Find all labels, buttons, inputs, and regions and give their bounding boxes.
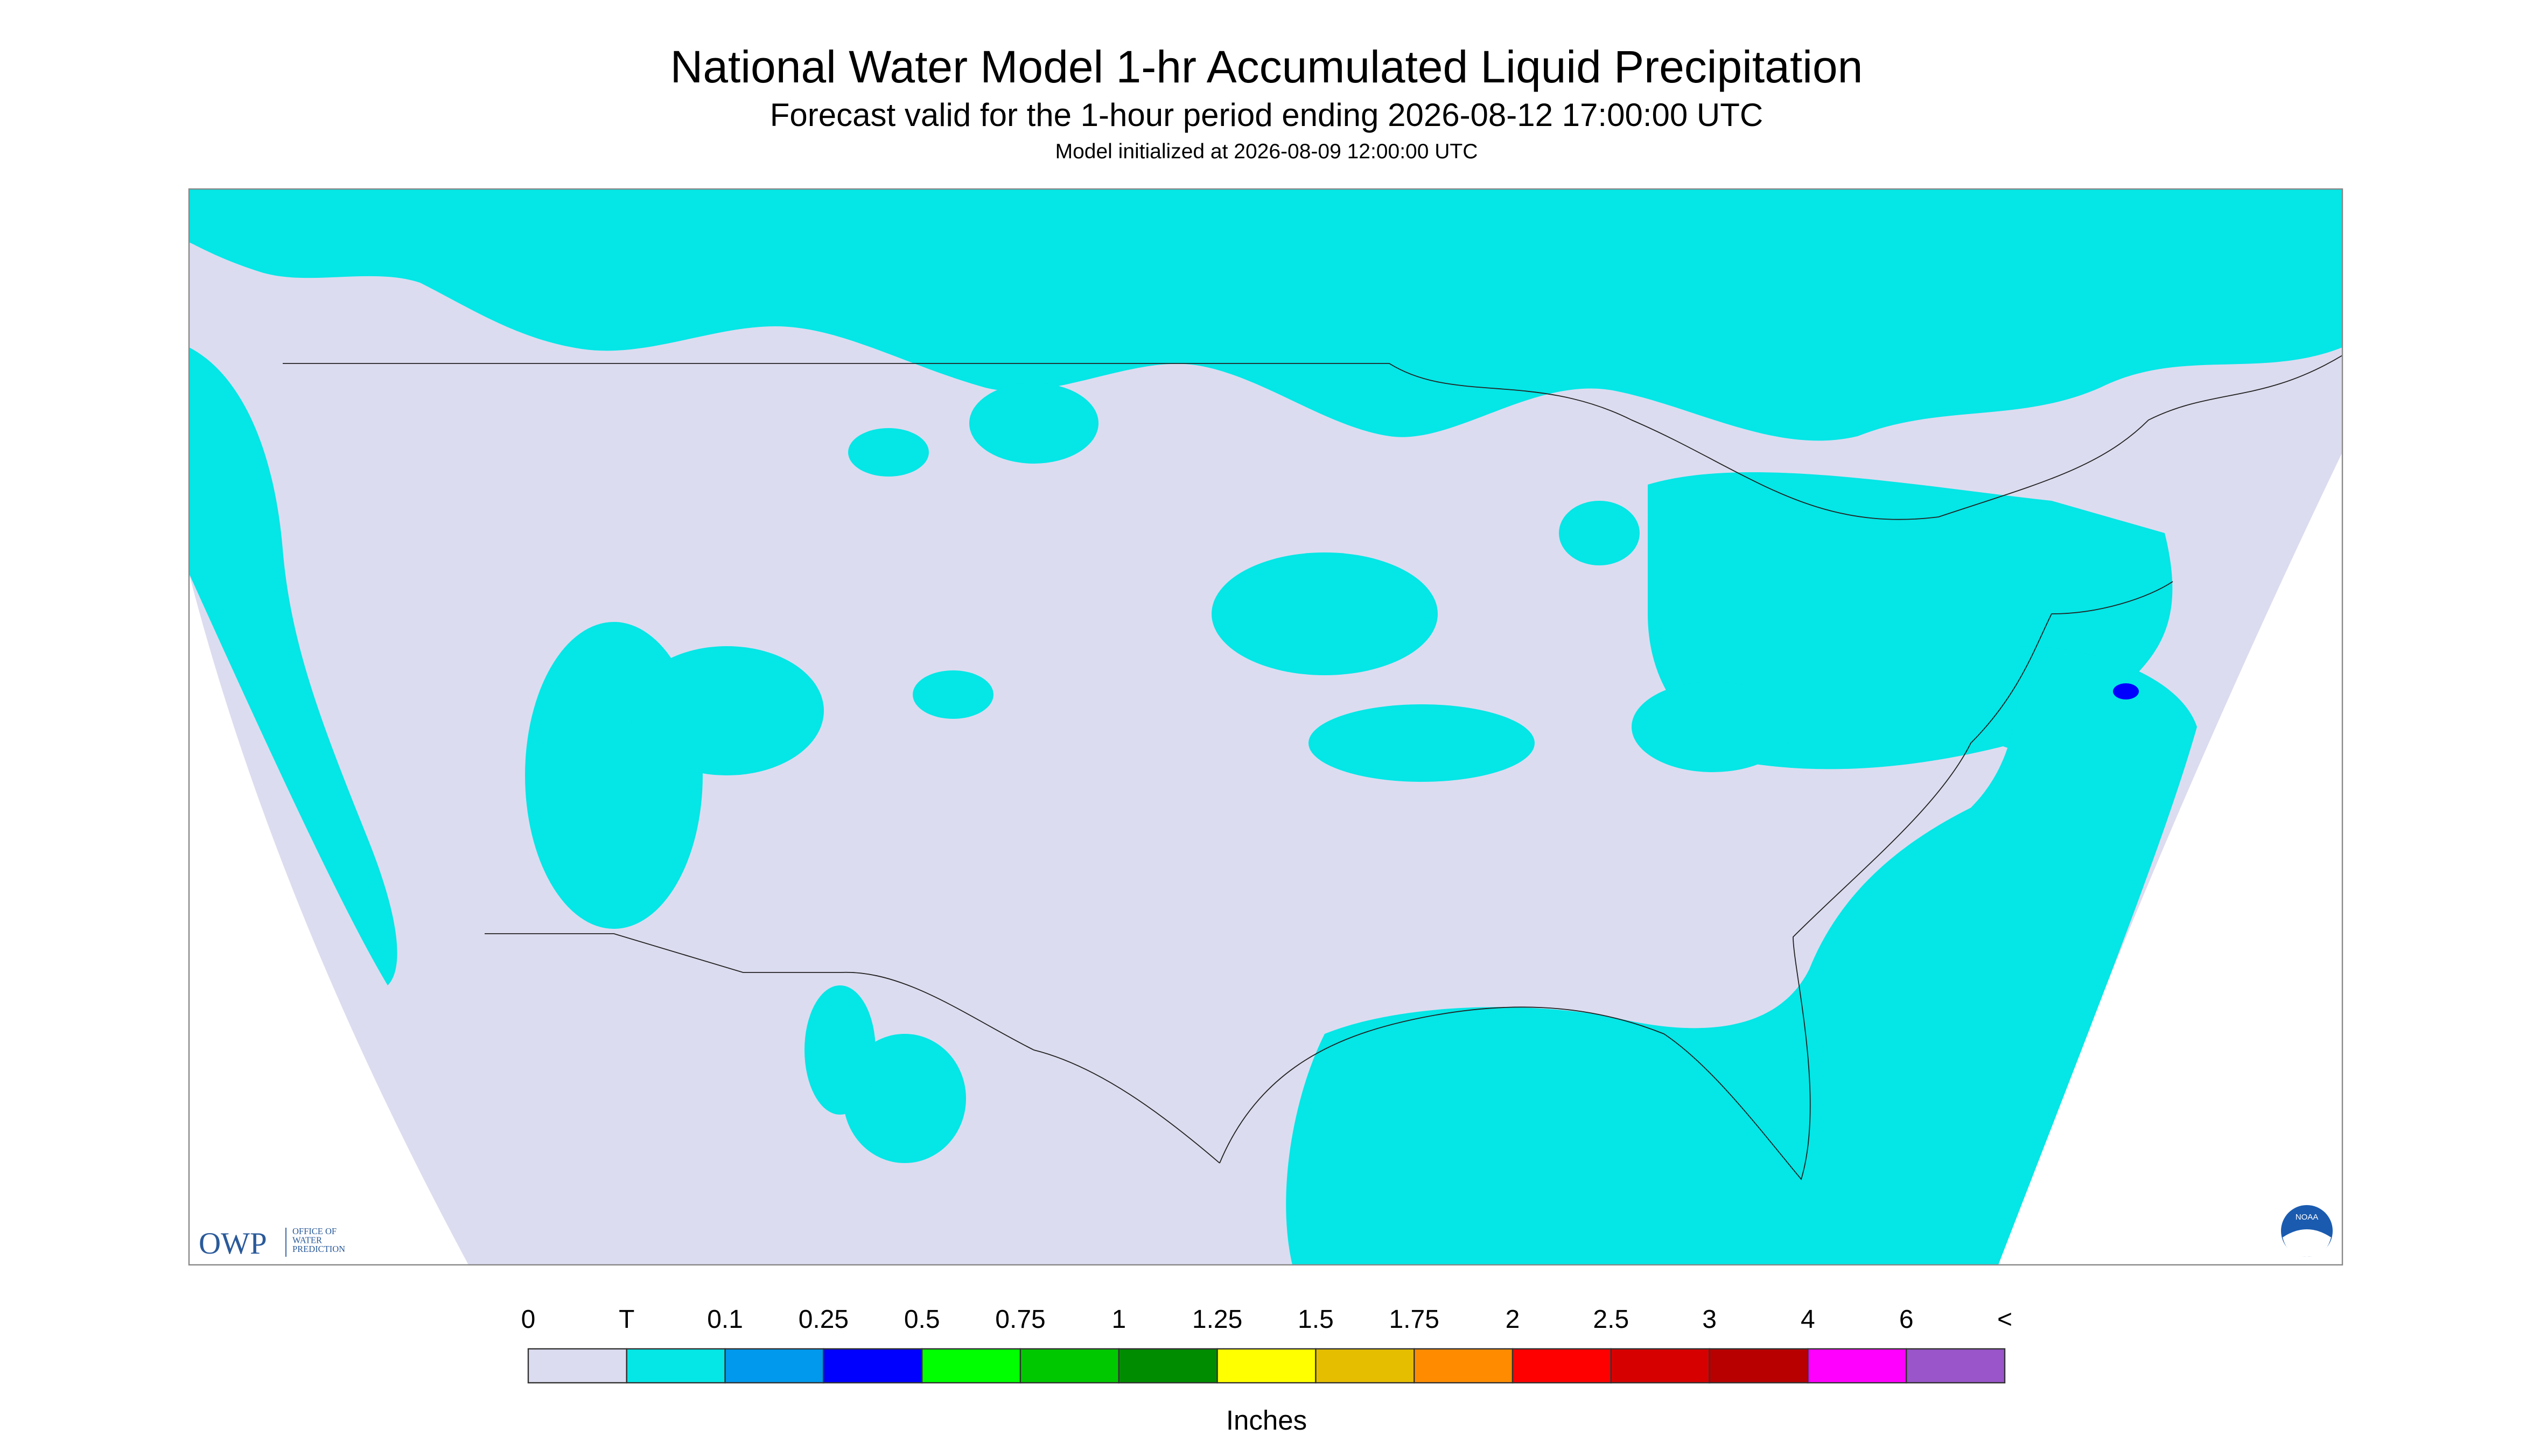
legend-swatch bbox=[1512, 1348, 1612, 1384]
noaa-text: NOAA bbox=[2296, 1213, 2319, 1222]
owp-logo: OWP bbox=[199, 1227, 267, 1261]
subtitle: Forecast valid for the 1-hour period end… bbox=[770, 97, 1763, 133]
noaa-logo-wave bbox=[2283, 1229, 2331, 1257]
legend-label: 1.5 bbox=[1298, 1305, 1334, 1334]
legend-swatch bbox=[1807, 1348, 1907, 1384]
legend-label: 1 bbox=[1111, 1305, 1126, 1334]
legend-label: 4 bbox=[1801, 1305, 1815, 1334]
legend-swatch bbox=[1216, 1348, 1317, 1384]
precip-area bbox=[1286, 646, 2197, 1265]
legend-label: 1.25 bbox=[1192, 1305, 1242, 1334]
coastline bbox=[1219, 581, 2173, 1180]
legend-swatch bbox=[1118, 1348, 1218, 1384]
legend-swatch bbox=[1610, 1348, 1710, 1384]
legend-swatch bbox=[1019, 1348, 1120, 1384]
legend: 0 T 0.1 0.25 0.5 0.75 1 1.25 1.5 1.75 2 2.5 3 4 6 < bbox=[521, 1305, 2012, 1384]
legend-swatch bbox=[823, 1348, 923, 1384]
legend-label: 0.1 bbox=[707, 1305, 743, 1334]
precip-area bbox=[630, 646, 824, 776]
legend-swatch bbox=[527, 1348, 628, 1384]
init-time: Model initialized at 2026-08-09 12:00:00… bbox=[1055, 140, 1478, 163]
precip-area bbox=[189, 347, 397, 986]
legend-label: 0.75 bbox=[995, 1305, 1045, 1334]
precip-area bbox=[1632, 682, 1793, 773]
owp-subtitle-line: WATER bbox=[292, 1235, 322, 1245]
legend-label: 6 bbox=[1899, 1305, 1914, 1334]
owp-subtitle-line: PREDICTION bbox=[292, 1244, 345, 1254]
legend-label: 2 bbox=[1506, 1305, 1520, 1334]
owp-subtitle-line: OFFICE OF bbox=[292, 1226, 337, 1236]
legend-swatch bbox=[1414, 1348, 1514, 1384]
legend-swatch bbox=[1709, 1348, 1809, 1384]
legend-label: 0.25 bbox=[799, 1305, 849, 1334]
precip-area bbox=[1309, 704, 1535, 782]
precip-area bbox=[1559, 501, 1640, 566]
precip-areas bbox=[189, 189, 2342, 1265]
legend-label: 1.75 bbox=[1389, 1305, 1439, 1334]
precip-area bbox=[189, 189, 2342, 441]
precip-area bbox=[1212, 552, 1438, 676]
title: National Water Model 1-hr Accumulated Li… bbox=[670, 41, 1863, 92]
precip-area bbox=[969, 383, 1098, 464]
border-us-mexico bbox=[485, 933, 1220, 1164]
legend-label: 2.5 bbox=[1593, 1305, 1629, 1334]
legend-swatch bbox=[626, 1348, 726, 1384]
map-frame bbox=[188, 188, 2343, 1266]
legend-unit: Inches bbox=[1226, 1405, 1307, 1436]
precip-area bbox=[804, 985, 876, 1115]
legend-swatch bbox=[724, 1348, 824, 1384]
legend-swatch bbox=[1315, 1348, 1415, 1384]
precip-area-heavy bbox=[2113, 683, 2139, 700]
border-us-canada bbox=[283, 355, 2343, 520]
legend-label: T bbox=[619, 1305, 634, 1334]
legend-swatch bbox=[921, 1348, 1021, 1384]
precip-area bbox=[848, 428, 929, 477]
legend-label: < bbox=[1997, 1305, 2012, 1334]
precip-area bbox=[913, 670, 993, 719]
legend-label: 0 bbox=[521, 1305, 536, 1334]
legend-label: 3 bbox=[1702, 1305, 1717, 1334]
legend-swatch bbox=[1905, 1348, 2006, 1384]
legend-label: 0.5 bbox=[904, 1305, 940, 1334]
